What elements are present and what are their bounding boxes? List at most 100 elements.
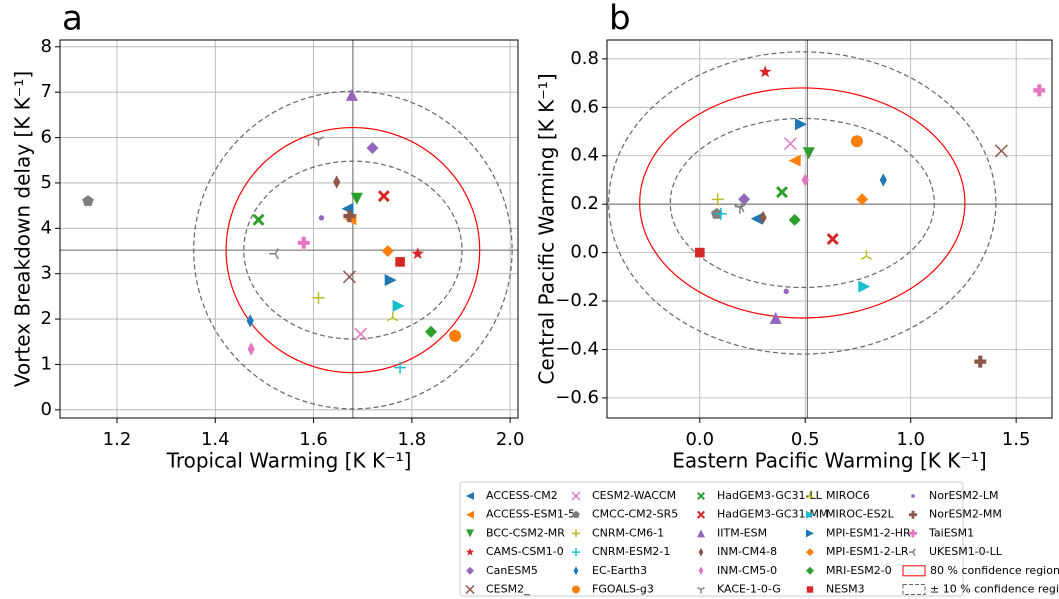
y-tick-label: −0.4: [555, 338, 599, 359]
data-point: [247, 342, 255, 356]
data-point: [312, 136, 325, 146]
legend-marker: [697, 510, 705, 519]
legend-marker: [466, 510, 474, 519]
data-point: [312, 291, 325, 304]
data-point: [858, 280, 871, 293]
legend-marker: [806, 548, 814, 557]
y-axis-label: Central Pacific Warming [K K⁻¹]: [535, 73, 559, 384]
data-point: [350, 192, 363, 205]
x-tick-label: 0.0: [685, 429, 714, 450]
legend-label: EC-Earth3: [592, 564, 647, 577]
data-point: [411, 247, 424, 260]
x-tick-label: 1.2: [103, 429, 132, 450]
legend-label: BCC-CSM2-MR: [486, 526, 565, 539]
data-point: [826, 233, 839, 245]
legend-marker: [698, 566, 704, 576]
legend-label: CAMS-CSM1-0: [486, 545, 564, 558]
legend-marker: [909, 510, 917, 519]
data-point: [354, 327, 368, 341]
legend-marker: [909, 529, 917, 538]
data-point: [695, 247, 705, 258]
data-point: [994, 144, 1008, 158]
legend-marker: [806, 510, 814, 519]
legend-label: MPI-ESM1-2-LR: [826, 545, 909, 558]
legend-label: MIROC6: [826, 489, 870, 502]
data-point: [342, 270, 356, 284]
y-tick-label: 0.0: [570, 242, 599, 263]
y-tick-label: 1: [41, 353, 52, 374]
data-point: [801, 173, 809, 187]
legend-label: 80 % confidence region: [930, 564, 1059, 577]
legend-label: MIROC-ES2L: [826, 508, 895, 521]
legend-label: ACCESS-ESM1-5: [486, 508, 575, 521]
y-tick-label: 7: [41, 81, 52, 102]
legend-marker: [573, 566, 579, 576]
legend-swatch: [902, 584, 926, 595]
data-point: [738, 193, 751, 206]
data-point: [860, 250, 873, 260]
x-tick-label: 0.5: [791, 429, 820, 450]
data-point: [783, 288, 789, 295]
x-tick-label: 1.4: [201, 429, 230, 450]
data-point: [974, 355, 987, 368]
data-point: [711, 193, 724, 206]
y-tick-label: 0.6: [570, 96, 599, 117]
confidence-region: [639, 87, 966, 319]
y-tick-label: 0.2: [570, 193, 599, 214]
data-point: [783, 137, 798, 151]
legend-marker: [572, 510, 580, 518]
y-tick-label: 3: [41, 263, 52, 284]
legend-label: CESM2_: [486, 583, 530, 596]
panel: 1.2 1.4 1.6 1.8 2.0 0 1 2 3 4 5 6 7 8a Tropical Warmin…: [11, 0, 525, 473]
y-axis-label: Vortex Breakdown delay [K K⁻¹]: [11, 71, 35, 387]
legend-swatch: [902, 565, 926, 577]
y-tick-label: 2: [41, 308, 52, 329]
legend-marker: [465, 584, 475, 595]
legend-marker: [572, 585, 580, 594]
data-point: [788, 154, 801, 167]
data-point: [449, 329, 462, 342]
x-tick-label: 1.5: [1002, 429, 1031, 450]
panel: 0.0 0.5 1.0 1.5 −0.6 −0.4 −0.2 0.0 0.2 0.4 0.6 0.8 b…: [535, 0, 1053, 473]
y-tick-label: 0: [41, 399, 52, 420]
legend-frame: [459, 481, 964, 597]
data-point: [879, 173, 887, 187]
legend-label: NESM3: [826, 583, 865, 596]
data-point: [856, 193, 869, 206]
legend-marker: [697, 529, 705, 538]
legend-label: KACE-1-0-G: [717, 583, 781, 596]
data-point: [366, 142, 379, 154]
legend-label: ± 10 % confidence regions: [930, 583, 1059, 596]
data-point: [297, 236, 310, 249]
legend-marker: [466, 566, 474, 575]
data-point: [395, 257, 405, 267]
legend-label: CNRM-ESM2-1: [592, 545, 670, 558]
data-point: [734, 201, 745, 213]
confidence-region: [193, 90, 513, 410]
y-tick-label: 5: [41, 172, 52, 193]
legend-label: FGOALS-g3: [592, 583, 654, 596]
data-point: [425, 325, 437, 338]
data-point: [802, 147, 815, 160]
legend-label: UKESM1-0-LL: [929, 545, 1003, 558]
legend-label: IITM-ESM: [717, 526, 767, 539]
y-tick-label: 4: [41, 217, 52, 238]
legend-marker: [806, 529, 814, 538]
y-tick-label: 6: [41, 127, 52, 148]
data-point: [394, 361, 407, 374]
legend-marker: [909, 548, 916, 556]
data-point: [1033, 84, 1046, 97]
data-point: [758, 65, 772, 78]
legend-label: NorESM2-LM: [929, 489, 999, 502]
legend-label: NorESM2-MM: [929, 508, 1002, 521]
legend: ACCESS-CM2 ACCESS-ESM1-5 BCC-CSM2-MR CAMS-C…: [459, 481, 1059, 597]
plot-frame: [606, 39, 1053, 419]
y-tick-label: −0.2: [555, 290, 599, 311]
confidence-region: [243, 160, 463, 340]
legend-label: CNRM-CM6-1: [592, 526, 664, 539]
legend-label: HadGEM3-GC31-LL: [717, 489, 823, 502]
plot-frame: [59, 39, 519, 419]
y-tick-label: 0.4: [570, 145, 599, 166]
legend-marker: [806, 586, 814, 593]
